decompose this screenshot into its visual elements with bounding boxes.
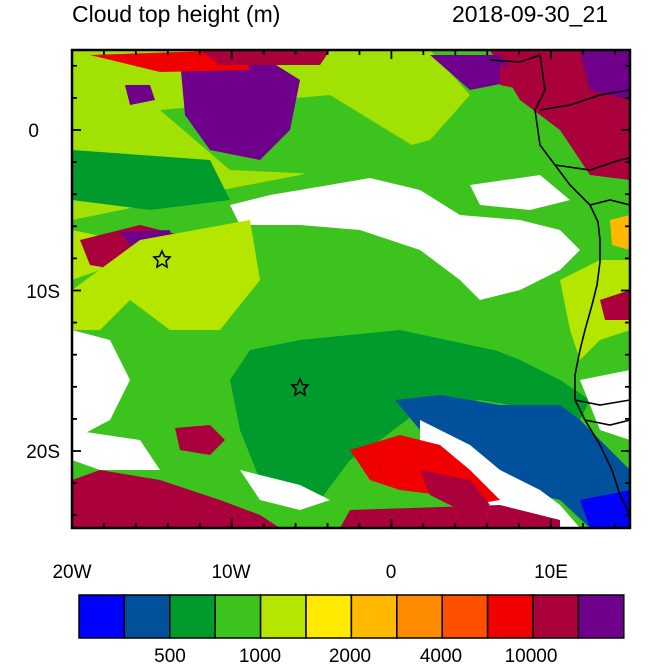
colorbar-box — [259, 594, 307, 639]
lon-tick-label: 10E — [534, 562, 568, 583]
colorbar-box — [396, 594, 443, 639]
colorbar-label: 500 — [154, 646, 186, 667]
colorbar-box — [123, 594, 171, 639]
colorbar-box — [78, 594, 126, 639]
timestamp-label: 2018-09-30_21 — [452, 1, 609, 27]
colorbar-box — [532, 594, 580, 639]
colorbar-box — [169, 594, 216, 639]
colorbar-label: 2000 — [329, 646, 371, 667]
lon-tick-label: 20W — [52, 562, 91, 583]
star-marker-west — [152, 249, 172, 269]
colorbar-box — [350, 594, 398, 639]
lat-tick-label: 20S — [26, 442, 60, 463]
cloud-field — [72, 50, 630, 528]
lon-tick-label: 10W — [211, 562, 250, 583]
colorbar-box — [486, 594, 534, 639]
colorbar-label: 1000 — [239, 646, 281, 667]
colorbar-label: 10000 — [505, 646, 558, 667]
colorbar-box — [577, 594, 625, 639]
colorbar-label: 4000 — [420, 646, 462, 667]
map-frame — [70, 48, 632, 530]
colorbar-box — [441, 594, 489, 639]
lon-tick-label: 0 — [386, 562, 397, 583]
lat-tick-label: 0 — [28, 121, 39, 142]
colorbar-box — [305, 594, 353, 639]
location-markers — [152, 249, 310, 397]
lat-tick-label: 10S — [26, 282, 60, 303]
map-title: Cloud top height (m) — [72, 1, 281, 27]
star-marker-central — [290, 377, 310, 397]
colorbar-box — [214, 594, 262, 639]
axis-ticks — [71, 50, 630, 528]
coastline — [489, 53, 630, 516]
colorbar — [78, 594, 625, 639]
